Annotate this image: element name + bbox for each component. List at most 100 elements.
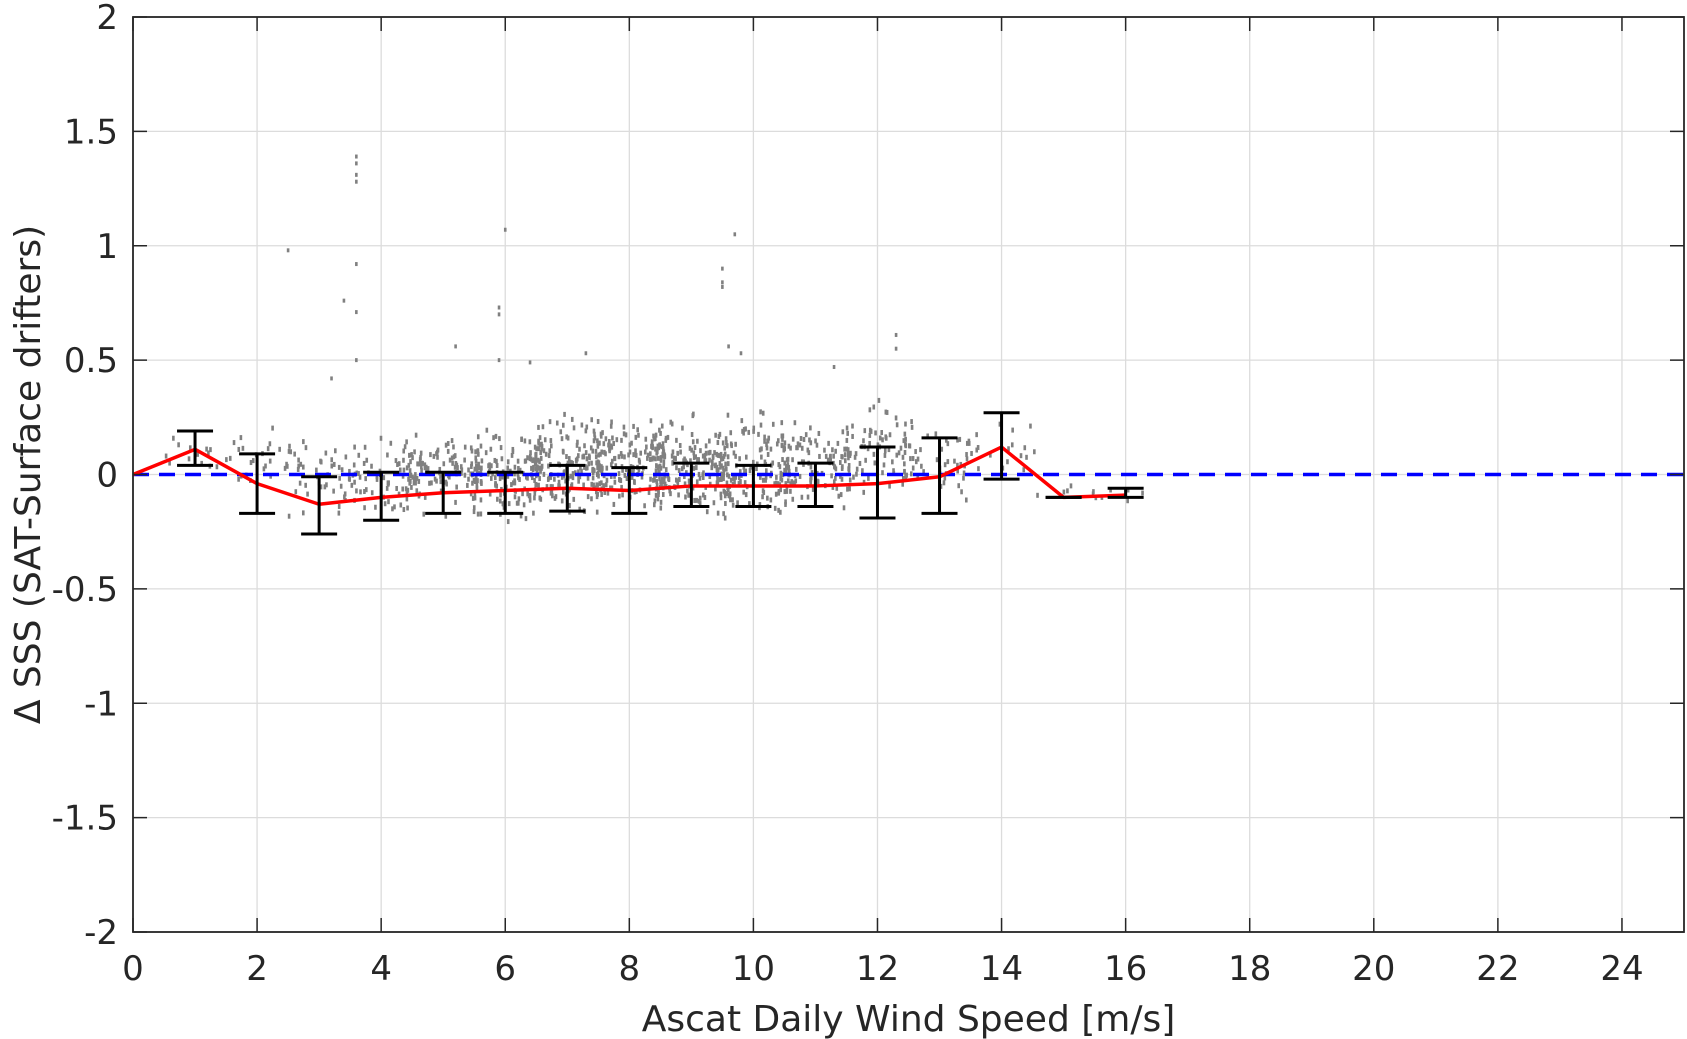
scatter-point [407,462,411,468]
scatter-point [264,463,267,469]
scatter-point [721,472,725,478]
scatter-point [848,477,852,483]
scatter-point [785,488,789,494]
scatter-point [188,445,192,451]
scatter-point [975,432,978,438]
scatter-point [287,448,291,454]
scatter-point [609,423,613,429]
scatter-point [343,494,346,500]
scatter-point [1007,446,1010,452]
scatter-point [807,450,811,456]
scatter-point [383,501,387,507]
scatter-point [288,443,291,449]
scatter-point [577,469,580,475]
scatter-point [450,438,454,444]
scatter-point [725,491,729,497]
scatter-point [448,474,451,480]
scatter-point [970,450,973,456]
x-tick-label: 16 [1104,949,1147,989]
scatter-point [647,489,651,495]
scatter-point [613,456,616,462]
scatter-point [500,474,504,480]
y-tick-label: 1.5 [64,112,118,152]
scatter-point [472,477,476,483]
y-tick-label: -1.5 [52,799,118,839]
scatter-point [413,449,416,455]
scatter-point [654,456,657,462]
scatter-point [602,441,606,447]
scatter-point [410,484,413,490]
scatter-point [534,466,538,472]
scatter-point [670,453,674,459]
scatter-point [708,457,711,463]
scatter-point [744,454,748,460]
scatter-point [840,476,844,482]
scatter-point [476,449,480,455]
scatter-point [851,433,854,439]
scatter-point [883,452,887,458]
scatter-point [861,468,864,474]
scatter-point [854,451,858,457]
scatter-point [958,436,962,442]
scatter-point [708,449,712,455]
scatter-point [490,463,493,469]
scatter-point [845,446,848,452]
scatter-point [940,446,944,452]
y-tick-label: -2 [84,913,118,953]
scatter-point [862,438,865,444]
scatter-point [901,475,905,481]
scatter-point [738,469,742,475]
scatter-point [751,459,755,465]
scatter-point [433,476,437,482]
grid [132,16,1684,933]
scatter-point [355,172,358,177]
scatter-point [365,487,368,493]
scatter-point [692,454,696,460]
scatter-point [1066,488,1069,494]
scatter-point [289,449,293,455]
scatter-point [771,421,775,427]
x-tick-label: 14 [980,949,1023,989]
scatter-point [910,424,914,430]
scatter-point [655,482,659,488]
scatter-point [362,460,366,466]
scatter-point [872,404,876,410]
scatter-point [587,461,591,467]
scatter-point [686,488,689,494]
scatter-point [777,507,780,513]
scatter-point [785,463,788,469]
scatter-point [729,441,733,447]
scatter-point [560,436,564,442]
scatter-point [869,428,873,434]
scatter-point [654,446,657,452]
scatter-point [826,457,830,463]
scatter-point [695,479,699,485]
scatter-point [774,480,778,486]
scatter-point [846,447,850,453]
scatter-point [1126,498,1129,504]
scatter-point [629,468,633,474]
scatter-point [965,497,968,503]
scatter-point [672,455,676,461]
scatter-point [404,486,408,492]
scatter-point [474,458,478,464]
scatter-point [783,446,787,452]
scatter-point [809,477,812,483]
scatter-point [773,481,776,487]
scatter-point [510,452,514,458]
scatter-point [643,503,646,509]
scatter-point [232,440,236,446]
scatter-point [549,484,553,490]
scatter-point [809,480,813,486]
scatter-point [711,461,714,467]
scatter-point [725,466,728,472]
scatter-point [537,438,540,444]
scatter-point [806,494,810,500]
scatter-point [513,494,517,500]
scatter-point [909,456,912,462]
scatter-point [393,504,396,510]
scatter-point [620,437,623,443]
scatter-point [249,460,253,466]
scatter-point [492,435,495,441]
scatter-point [513,464,517,470]
